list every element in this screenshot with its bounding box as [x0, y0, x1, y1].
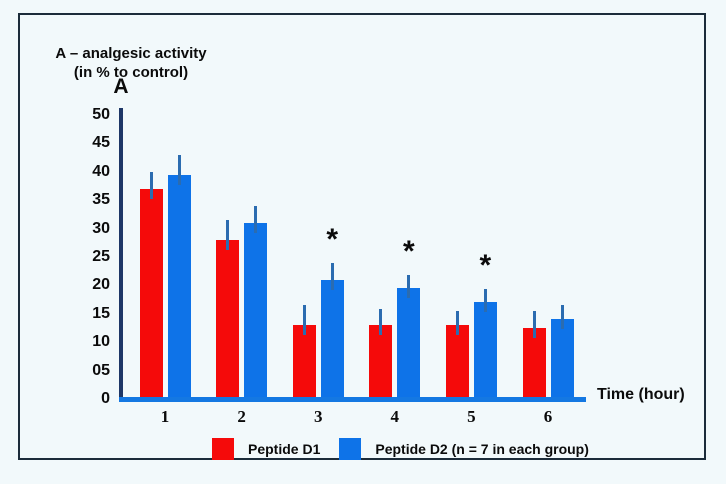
- x-tick-label: 4: [390, 407, 400, 426]
- bar-peptide-d1-hour-3: [292, 325, 316, 401]
- bar-peptide-d2-n-7-in-each-group-hour-5: [473, 302, 497, 401]
- bar-peptide-d2-n-7-in-each-group-hour-4: [397, 288, 421, 401]
- bar-peptide-d1-hour-1: [139, 188, 163, 401]
- legend-label: Peptide D2 (n = 7 in each group): [375, 441, 589, 457]
- legend: Peptide D1 Peptide D2 (n = 7 in each grou…: [212, 438, 608, 460]
- error-bar-peptide-d2-n-7-in-each-group-hour-5: [483, 289, 487, 313]
- chart-title-line1: A – analgesic activity: [55, 45, 207, 62]
- chart-title-line2: (in % to control): [73, 64, 189, 81]
- figure-border-frame: A – analgesic activity (in % to control)…: [18, 13, 706, 460]
- chart-title: A – analgesic activity (in % to control): [46, 44, 216, 82]
- legend-swatch: [212, 438, 234, 460]
- bar-peptide-d1-hour-2: [216, 239, 240, 401]
- significance-asterisk-hour-5: *: [479, 249, 492, 283]
- y-tick-label: 10: [92, 333, 110, 351]
- y-tick-label: 20: [92, 276, 110, 294]
- error-bar-peptide-d2-n-7-in-each-group-hour-1: [177, 154, 181, 185]
- x-tick-label: 2: [237, 407, 246, 426]
- x-tick-label: 1: [160, 407, 170, 426]
- error-bar-peptide-d2-n-7-in-each-group-hour-6: [560, 304, 564, 330]
- y-tick-label: 0: [101, 390, 110, 407]
- significance-asterisk-hour-3: *: [326, 222, 339, 256]
- y-tick-label: 35: [92, 191, 110, 209]
- legend-label: Peptide D1: [248, 441, 321, 457]
- y-tick-label: 15: [92, 304, 110, 322]
- x-axis-title: Time (hour): [597, 386, 685, 403]
- x-tick-label: 5: [467, 407, 476, 426]
- bar-peptide-d2-n-7-in-each-group-hour-3: [320, 279, 344, 401]
- y-tick-label: 25: [92, 248, 110, 265]
- bar-peptide-d2-n-7-in-each-group-hour-6: [550, 319, 574, 401]
- x-tick-label: 3: [313, 407, 323, 426]
- bar-peptide-d1-hour-5: [445, 325, 469, 401]
- legend-swatch: [339, 438, 362, 460]
- bar-peptide-d2-n-7-in-each-group-hour-1: [167, 174, 191, 401]
- y-tick-label: 40: [92, 162, 110, 180]
- error-bar-peptide-d1-hour-6: [532, 310, 536, 338]
- x-tick-label: 6: [543, 407, 553, 426]
- error-bar-peptide-d1-hour-3: [302, 305, 306, 336]
- panel-letter: A: [113, 75, 129, 98]
- error-bar-peptide-d2-n-7-in-each-group-hour-4: [407, 275, 411, 299]
- y-axis-line: [119, 108, 123, 402]
- error-bar-peptide-d1-hour-4: [379, 309, 383, 336]
- y-tick-label: 45: [92, 134, 110, 152]
- x-axis-line: [119, 397, 586, 402]
- y-tick-label: 50: [92, 106, 110, 123]
- error-bar-peptide-d1-hour-2: [226, 220, 230, 250]
- y-tick-label: 05: [92, 361, 110, 379]
- y-tick-label: 30: [92, 219, 110, 237]
- significance-asterisk-hour-4: *: [402, 235, 415, 269]
- error-bar-peptide-d1-hour-5: [455, 310, 459, 336]
- bar-peptide-d1-hour-6: [522, 328, 546, 401]
- bar-peptide-d2-n-7-in-each-group-hour-2: [244, 222, 268, 401]
- bar-peptide-d1-hour-4: [369, 325, 393, 401]
- error-bar-peptide-d2-n-7-in-each-group-hour-2: [254, 205, 258, 233]
- error-bar-peptide-d2-n-7-in-each-group-hour-3: [330, 262, 334, 290]
- error-bar-peptide-d1-hour-1: [149, 171, 153, 199]
